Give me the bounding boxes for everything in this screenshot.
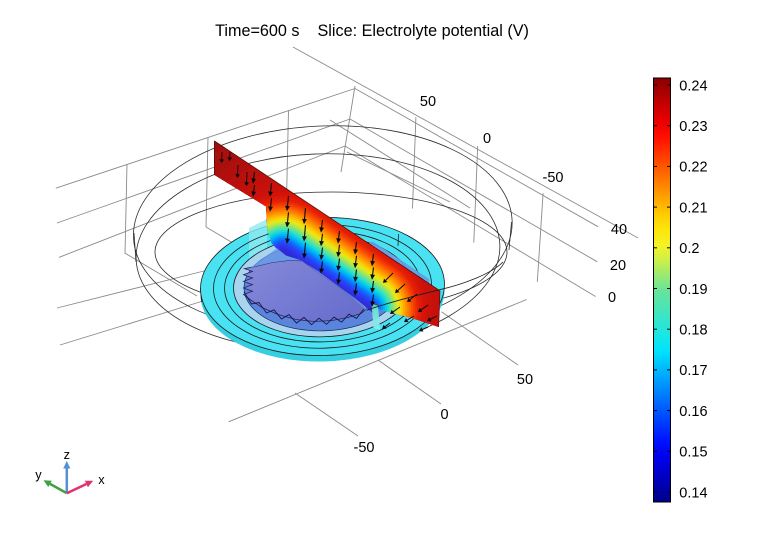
svg-text:0: 0: [608, 290, 616, 306]
svg-text:50: 50: [420, 94, 436, 110]
svg-text:50: 50: [517, 372, 533, 388]
svg-text:0.2: 0.2: [679, 241, 699, 257]
svg-text:40: 40: [611, 222, 627, 238]
svg-text:0.24: 0.24: [679, 78, 707, 94]
svg-text:y: y: [35, 467, 42, 482]
svg-text:0.21: 0.21: [679, 200, 707, 216]
svg-text:Time=600 s Slice: Electroly: Time=600 s Slice: Electrolyte potential …: [215, 22, 529, 40]
svg-text:0.22: 0.22: [679, 160, 707, 176]
svg-text:0: 0: [441, 407, 449, 423]
svg-text:x: x: [98, 472, 105, 487]
svg-text:-50: -50: [354, 440, 375, 456]
svg-text:0.18: 0.18: [679, 323, 707, 339]
svg-text:0.16: 0.16: [679, 404, 707, 420]
svg-text:0.17: 0.17: [679, 363, 707, 379]
svg-text:0: 0: [483, 131, 491, 147]
svg-text:0.19: 0.19: [679, 282, 707, 298]
svg-text:0.15: 0.15: [679, 445, 707, 461]
svg-text:z: z: [64, 447, 70, 462]
svg-text:20: 20: [610, 258, 626, 274]
svg-text:0.23: 0.23: [679, 119, 707, 135]
svg-text:-50: -50: [543, 170, 564, 186]
svg-text:0.14: 0.14: [679, 485, 707, 501]
